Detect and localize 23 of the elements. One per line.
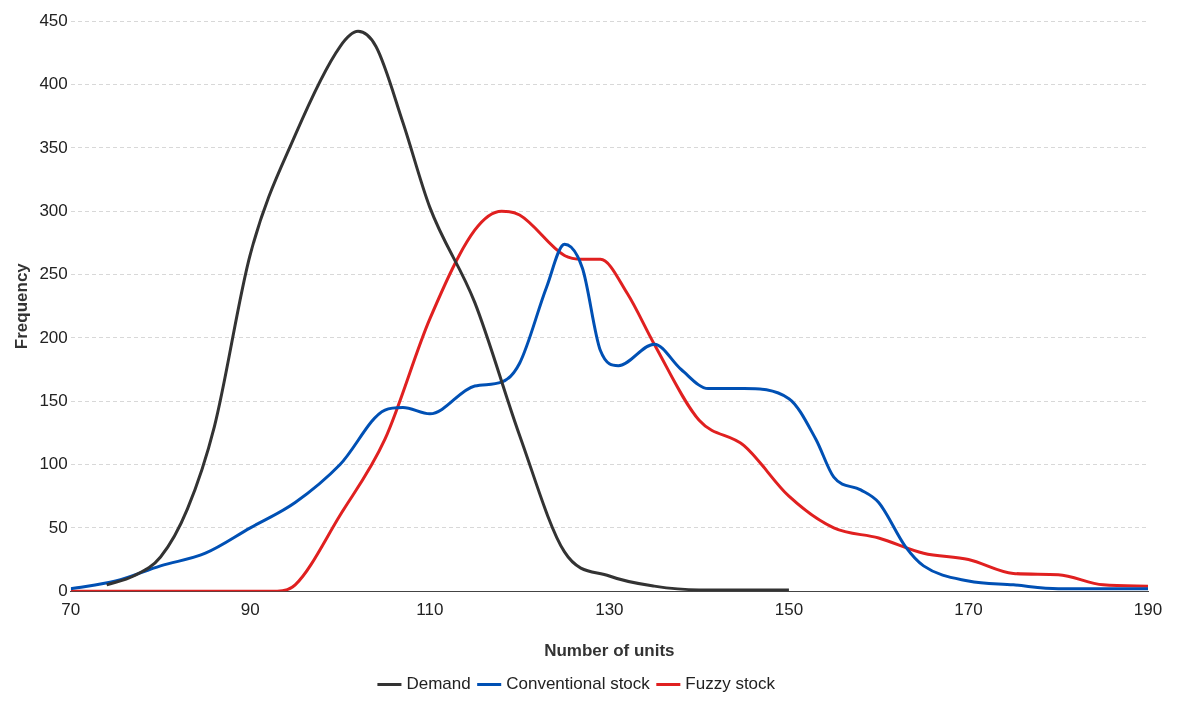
y-tick-label: 250 [39, 264, 68, 284]
legend-label: Fuzzy stock [685, 674, 776, 694]
x-tick-label: 170 [954, 600, 983, 620]
legend-label: Conventional stock [506, 674, 651, 694]
y-tick-label: 450 [39, 10, 68, 30]
y-tick-label: 150 [39, 390, 68, 410]
y-axis-title: Frequency [11, 262, 31, 350]
y-tick-label: 400 [39, 74, 68, 94]
y-tick-label: 350 [39, 137, 68, 157]
x-tick-label: 90 [240, 600, 260, 620]
x-axis-title: Number of units [544, 641, 675, 661]
x-tick-label: 130 [595, 600, 624, 620]
x-tick-label: 110 [416, 600, 444, 620]
x-tick-label: 150 [774, 600, 804, 620]
y-tick-label: 50 [48, 517, 68, 537]
line-series [105, 29, 791, 592]
y-tick-label: 0 [58, 580, 68, 600]
y-tick-label: 100 [39, 454, 68, 474]
y-tick-label: 300 [39, 200, 68, 220]
x-tick-label: 70 [61, 600, 81, 620]
x-tick-label: 190 [1133, 600, 1163, 620]
y-tick-label: 200 [39, 327, 68, 347]
legend-label: Demand [406, 674, 471, 694]
